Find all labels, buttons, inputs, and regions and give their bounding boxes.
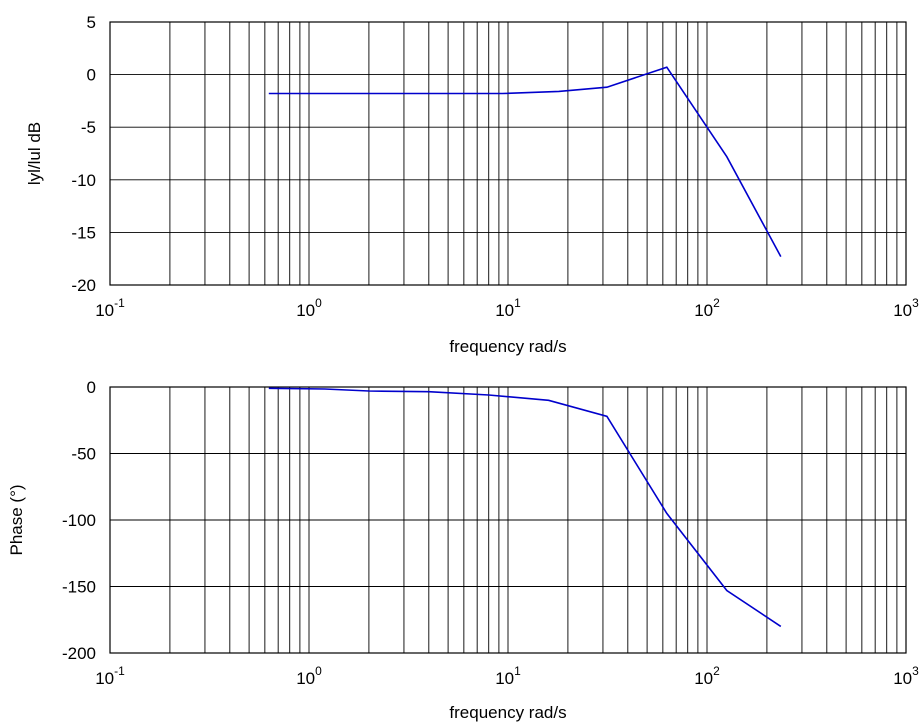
y-tick-label: -15 (71, 223, 96, 242)
y-tick-label: 0 (87, 66, 96, 85)
y-tick-label: -150 (62, 578, 96, 597)
x-tick-label: 101 (495, 664, 521, 688)
plot-frame (109, 21, 907, 286)
y-tick-label: -200 (62, 644, 96, 663)
x-tick-label: 100 (296, 664, 322, 688)
y-tick-label: 0 (87, 378, 96, 397)
x-tick-label: 10-1 (95, 296, 125, 320)
y-tick-label: -10 (71, 171, 96, 190)
y-tick-label: -50 (71, 445, 96, 464)
x-axis-label: frequency rad/s (449, 703, 566, 722)
y-tick-label: -5 (81, 118, 96, 137)
y-axis-label: lyl/lul dB (25, 122, 44, 185)
y-tick-label: 5 (87, 13, 96, 32)
y-axis-label: Phase (°) (7, 484, 26, 555)
series-line (268, 387, 782, 628)
y-tick-label: -100 (62, 511, 96, 530)
plot-frame (109, 386, 907, 654)
y-tick-label: -20 (71, 276, 96, 295)
x-tick-label: 102 (694, 664, 720, 688)
series-line (268, 66, 782, 257)
x-tick-label: 102 (694, 296, 720, 320)
x-tick-label: 10-1 (95, 664, 125, 688)
x-tick-label: 103 (893, 296, 919, 320)
x-axis-label: frequency rad/s (449, 337, 566, 356)
x-tick-label: 103 (893, 664, 919, 688)
x-tick-label: 100 (296, 296, 322, 320)
x-tick-label: 101 (495, 296, 521, 320)
